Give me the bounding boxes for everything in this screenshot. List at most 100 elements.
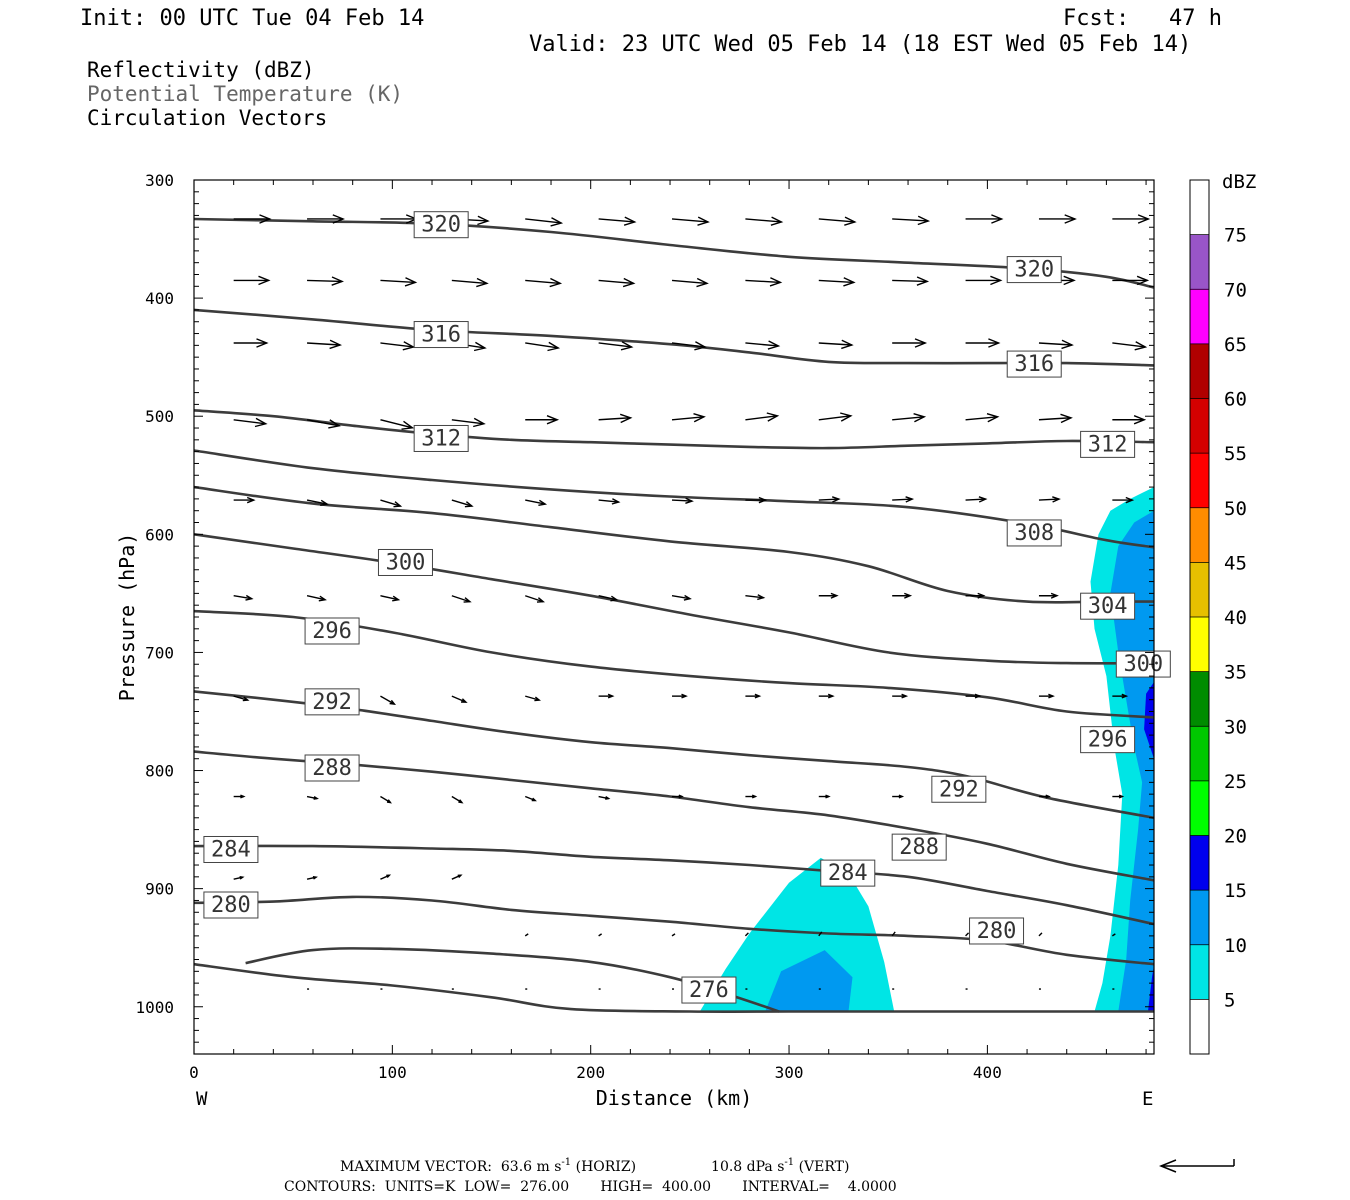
- vector-arrow: [671, 594, 692, 601]
- vector-arrow: [818, 592, 839, 599]
- contour-label-292: 292: [304, 688, 360, 716]
- vector-arrow: [525, 595, 545, 603]
- vector-arrow: [818, 277, 856, 287]
- vector-head: [254, 417, 268, 428]
- vector-head: [988, 338, 1001, 348]
- vector-head: [458, 799, 464, 804]
- vector-arrow: [598, 341, 634, 351]
- vector-shaft: [1038, 932, 1043, 937]
- x-axis-title: Distance (km): [596, 1086, 753, 1110]
- vector-arrow: [524, 933, 529, 937]
- vector-arrow: [598, 413, 633, 424]
- vector-head: [1050, 592, 1059, 599]
- vector-head: [549, 277, 563, 288]
- vector-head: [1121, 693, 1129, 699]
- vector-shaft: [671, 218, 709, 223]
- vector-arrow: [745, 594, 766, 601]
- contour-label-text: 320: [1014, 258, 1054, 283]
- vector-head: [831, 496, 841, 503]
- vector-arrow: [671, 277, 709, 288]
- vector-arrow: [451, 874, 463, 880]
- colorbar-label: 5: [1224, 989, 1235, 1011]
- reference-vector: [1158, 1159, 1235, 1173]
- contour-label-text: 288: [312, 756, 352, 781]
- vector-arrow: [1038, 496, 1061, 503]
- vector-arrow: [892, 496, 915, 503]
- vector-arrow: [965, 693, 982, 699]
- contour-labels: 320 320 316 316 312 312 308 300 304 296 300 292 296 2…: [203, 211, 1171, 1004]
- vector-head: [769, 277, 783, 287]
- vector-arrow: [965, 413, 1000, 423]
- vector-head: [1052, 496, 1061, 503]
- vector-head: [685, 497, 694, 504]
- vector-head: [473, 417, 486, 428]
- contour-label-284: 284: [820, 859, 876, 887]
- vector-arrow: [451, 417, 486, 428]
- vector-arrow: [1112, 214, 1151, 224]
- vector-shaft: [306, 419, 340, 427]
- vector-head: [901, 693, 909, 699]
- vector-head: [1045, 794, 1051, 799]
- colorbar-title: dBZ: [1222, 171, 1256, 193]
- vector-head: [696, 277, 709, 288]
- vector-arrow: [451, 499, 474, 508]
- vector-arrow: [671, 413, 706, 423]
- vector-head: [457, 874, 463, 878]
- contour-label-280: 280: [969, 917, 1025, 945]
- vector-head: [990, 275, 1003, 286]
- vector-shaft: [524, 933, 529, 937]
- vector-arrow: [525, 341, 561, 352]
- vector-head: [978, 496, 988, 503]
- vector-head: [827, 693, 835, 699]
- contour-label-320: 320: [413, 211, 469, 239]
- vector-head: [767, 340, 781, 350]
- vector-shaft: [233, 595, 252, 600]
- vector-head: [402, 341, 416, 351]
- vector-arrow: [380, 277, 418, 287]
- valid-time: Valid: 23 UTC Wed 05 Feb 14 (18 EST Wed …: [529, 32, 1191, 57]
- reflectivity-region-15dbz: [1144, 682, 1154, 759]
- contour-label-text: 308: [1014, 521, 1054, 546]
- x-tick-label: 0: [189, 1063, 199, 1082]
- vector-arrow: [744, 932, 749, 937]
- circulation-vectors: [233, 214, 1151, 990]
- vector-head: [830, 592, 839, 599]
- vector-head: [610, 595, 619, 602]
- colorbar-swatch: [1190, 453, 1209, 508]
- vector-shaft: [671, 499, 693, 502]
- field-vectors-title: Circulation Vectors: [87, 106, 327, 130]
- vector-shaft: [598, 595, 617, 601]
- colorbar-swatch: [1190, 944, 1209, 1000]
- vector-arrow: [892, 794, 905, 799]
- vector-arrow: [745, 216, 784, 226]
- vector-shaft: [525, 695, 540, 701]
- contour-label-box: [1115, 650, 1171, 678]
- colorbar: 5 10 15 20 25 30 35 40 45 50 55 60 65 70 75: [1189, 179, 1247, 1055]
- theta-contour-304: [193, 485, 1154, 604]
- vector-head: [331, 276, 344, 286]
- vector-arrow: [892, 276, 930, 286]
- vector-arrow: [818, 216, 857, 226]
- vector-head: [401, 420, 415, 430]
- vector-arrow: [306, 795, 319, 800]
- vector-head: [538, 499, 548, 506]
- vector-arrow: [380, 874, 392, 880]
- vector-shaft: [380, 499, 401, 507]
- vector-head: [914, 338, 928, 348]
- colorbar-swatch: [1190, 343, 1209, 399]
- contour-label-text: 284: [211, 837, 251, 862]
- plot-axes: 300 400 500 600 700 800 900 1000 0 100 200 300 400: [135, 171, 1155, 1082]
- vector-head: [392, 595, 401, 602]
- colorbar-label: 60: [1224, 389, 1247, 411]
- contour-label-box: [304, 688, 360, 716]
- vector-arrow: [818, 412, 853, 422]
- vector-arrow: [233, 275, 271, 286]
- vector-arrow: [1112, 341, 1148, 351]
- vector-head: [389, 699, 397, 706]
- vector-arrow: [380, 795, 392, 804]
- contour-label-text: 292: [939, 777, 979, 802]
- contour-label-308: 308: [1006, 519, 1062, 547]
- contour-label-box: [1080, 726, 1136, 754]
- vector-shaft: [451, 279, 487, 285]
- contour-label-316: 316: [413, 321, 469, 349]
